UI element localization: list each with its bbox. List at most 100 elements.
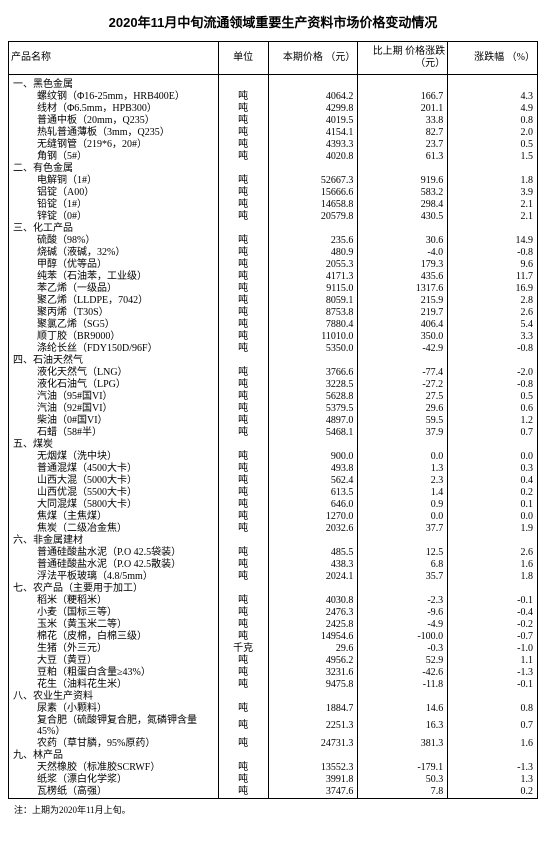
- table-row: 苯乙烯（一级品）吨9115.01317.616.9: [9, 283, 538, 295]
- unit: 千克: [218, 643, 268, 655]
- section-label: 六、非金属建材: [9, 535, 219, 547]
- delta: -0.3: [358, 643, 448, 655]
- delta: 30.6: [358, 235, 448, 247]
- price: 4171.3: [268, 271, 358, 283]
- price: 4030.8: [268, 595, 358, 607]
- table-row: 大同混煤（5800大卡）吨646.00.90.1: [9, 499, 538, 511]
- table-row: 电解铜（1#）吨52667.3919.61.8: [9, 175, 538, 187]
- table-row: 花生（油料花生米）吨9475.8-11.8-0.1: [9, 679, 538, 691]
- product-name: 汽油（95#国VI）: [9, 391, 219, 403]
- unit: 吨: [218, 103, 268, 115]
- price: 9115.0: [268, 283, 358, 295]
- pct: 2.0: [448, 127, 538, 139]
- section-row: 七、农产品（主要用于加工）: [9, 583, 538, 595]
- pct: 2.1: [448, 211, 538, 223]
- table-row: 山西优混（5500大卡）吨613.51.40.2: [9, 487, 538, 499]
- price: 900.0: [268, 451, 358, 463]
- unit: 吨: [218, 307, 268, 319]
- product-name: 普通中板（20mm，Q235）: [9, 115, 219, 127]
- product-name: 苯乙烯（一级品）: [9, 283, 219, 295]
- pct: 2.8: [448, 295, 538, 307]
- unit: 吨: [218, 283, 268, 295]
- product-name: 线材（Φ6.5mm，HPB300）: [9, 103, 219, 115]
- pct: 1.8: [448, 571, 538, 583]
- price: 4956.2: [268, 655, 358, 667]
- unit: 吨: [218, 738, 268, 750]
- table-row: 农药（草甘膦，95%原药）吨24731.3381.31.6: [9, 738, 538, 750]
- unit: 吨: [218, 379, 268, 391]
- price: 3991.8: [268, 774, 358, 786]
- product-name: 聚乙烯（LLDPE，7042）: [9, 295, 219, 307]
- table-row: 硫酸（98%）吨235.630.614.9: [9, 235, 538, 247]
- pct: 0.7: [448, 715, 538, 739]
- product-name: 稻米（粳稻米）: [9, 595, 219, 607]
- unit: 吨: [218, 331, 268, 343]
- table-row: 尿素（小颗料）吨1884.714.60.8: [9, 703, 538, 715]
- table-row: 豆粕（粗蛋白含量≥43%）吨3231.6-42.6-1.3: [9, 667, 538, 679]
- pct: 11.7: [448, 271, 538, 283]
- table-row: 顺丁胶（BR9000）吨11010.0350.03.3: [9, 331, 538, 343]
- pct: 0.1: [448, 499, 538, 511]
- delta: 6.8: [358, 559, 448, 571]
- product-name: 瓦楞纸（高强）: [9, 786, 219, 798]
- price: 4064.2: [268, 91, 358, 103]
- unit: 吨: [218, 547, 268, 559]
- table-row: 复合肥（硫酸钾复合肥，氮磷钾含量45%）吨2251.316.30.7: [9, 715, 538, 739]
- delta: 50.3: [358, 774, 448, 786]
- pct: -1.3: [448, 762, 538, 774]
- table-row: 小麦（国标三等）吨2476.3-9.6-0.4: [9, 607, 538, 619]
- pct: -1.3: [448, 667, 538, 679]
- table-row: 汽油（92#国VI）吨5379.529.60.6: [9, 403, 538, 415]
- col-header-name: 产品名称: [9, 42, 219, 75]
- product-name: 聚丙烯（T30S）: [9, 307, 219, 319]
- price: 2032.6: [268, 523, 358, 535]
- pct: 1.6: [448, 738, 538, 750]
- table-row: 纸浆（漂白化学浆）吨3991.850.31.3: [9, 774, 538, 786]
- product-name: 无缝钢管（219*6，20#）: [9, 139, 219, 151]
- delta: -42.9: [358, 343, 448, 355]
- product-name: 热轧普通薄板（3mm，Q235）: [9, 127, 219, 139]
- product-name: 柴油（0#国VI）: [9, 415, 219, 427]
- unit: 吨: [218, 499, 268, 511]
- pct: 14.9: [448, 235, 538, 247]
- pct: 2.1: [448, 199, 538, 211]
- unit: 吨: [218, 139, 268, 151]
- product-name: 花生（油料花生米）: [9, 679, 219, 691]
- product-name: 棉花（皮棉，白棉三级）: [9, 631, 219, 643]
- delta: 0.0: [358, 451, 448, 463]
- product-name: 液化天然气（LNG）: [9, 367, 219, 379]
- pct: 1.3: [448, 774, 538, 786]
- section-label: 一、黑色金属: [9, 79, 219, 91]
- price: 11010.0: [268, 331, 358, 343]
- product-name: 普通硅酸盐水泥（P.O 42.5袋装）: [9, 547, 219, 559]
- product-name: 焦煤（主焦煤）: [9, 511, 219, 523]
- delta: -27.2: [358, 379, 448, 391]
- price: 3231.6: [268, 667, 358, 679]
- price: 4019.5: [268, 115, 358, 127]
- table-row: 瓦楞纸（高强）吨3747.67.80.2: [9, 786, 538, 798]
- delta: 381.3: [358, 738, 448, 750]
- delta: 37.9: [358, 427, 448, 439]
- unit: 吨: [218, 451, 268, 463]
- pct: 1.6: [448, 559, 538, 571]
- pct: -2.0: [448, 367, 538, 379]
- product-name: 烧碱（液碱，32%）: [9, 247, 219, 259]
- unit: 吨: [218, 271, 268, 283]
- col-header-pct: 涨跌幅 （%）: [448, 42, 538, 75]
- delta: 166.7: [358, 91, 448, 103]
- price: 2476.3: [268, 607, 358, 619]
- product-name: 石蜡（58#半）: [9, 427, 219, 439]
- price: 52667.3: [268, 175, 358, 187]
- pct: 4.9: [448, 103, 538, 115]
- unit: 吨: [218, 715, 268, 739]
- table-row: 山西大混（5000大卡）吨562.42.30.4: [9, 475, 538, 487]
- delta: 61.3: [358, 151, 448, 163]
- page-title: 2020年11月中旬流通领域重要生产资料市场价格变动情况: [8, 12, 538, 31]
- table-row: 液化石油气（LPG）吨3228.5-27.2-0.8: [9, 379, 538, 391]
- table-row: 无缝钢管（219*6，20#）吨4393.323.70.5: [9, 139, 538, 151]
- product-name: 液化石油气（LPG）: [9, 379, 219, 391]
- delta: -9.6: [358, 607, 448, 619]
- price: 3747.6: [268, 786, 358, 798]
- product-name: 螺纹钢（Φ16-25mm，HRB400E）: [9, 91, 219, 103]
- unit: 吨: [218, 127, 268, 139]
